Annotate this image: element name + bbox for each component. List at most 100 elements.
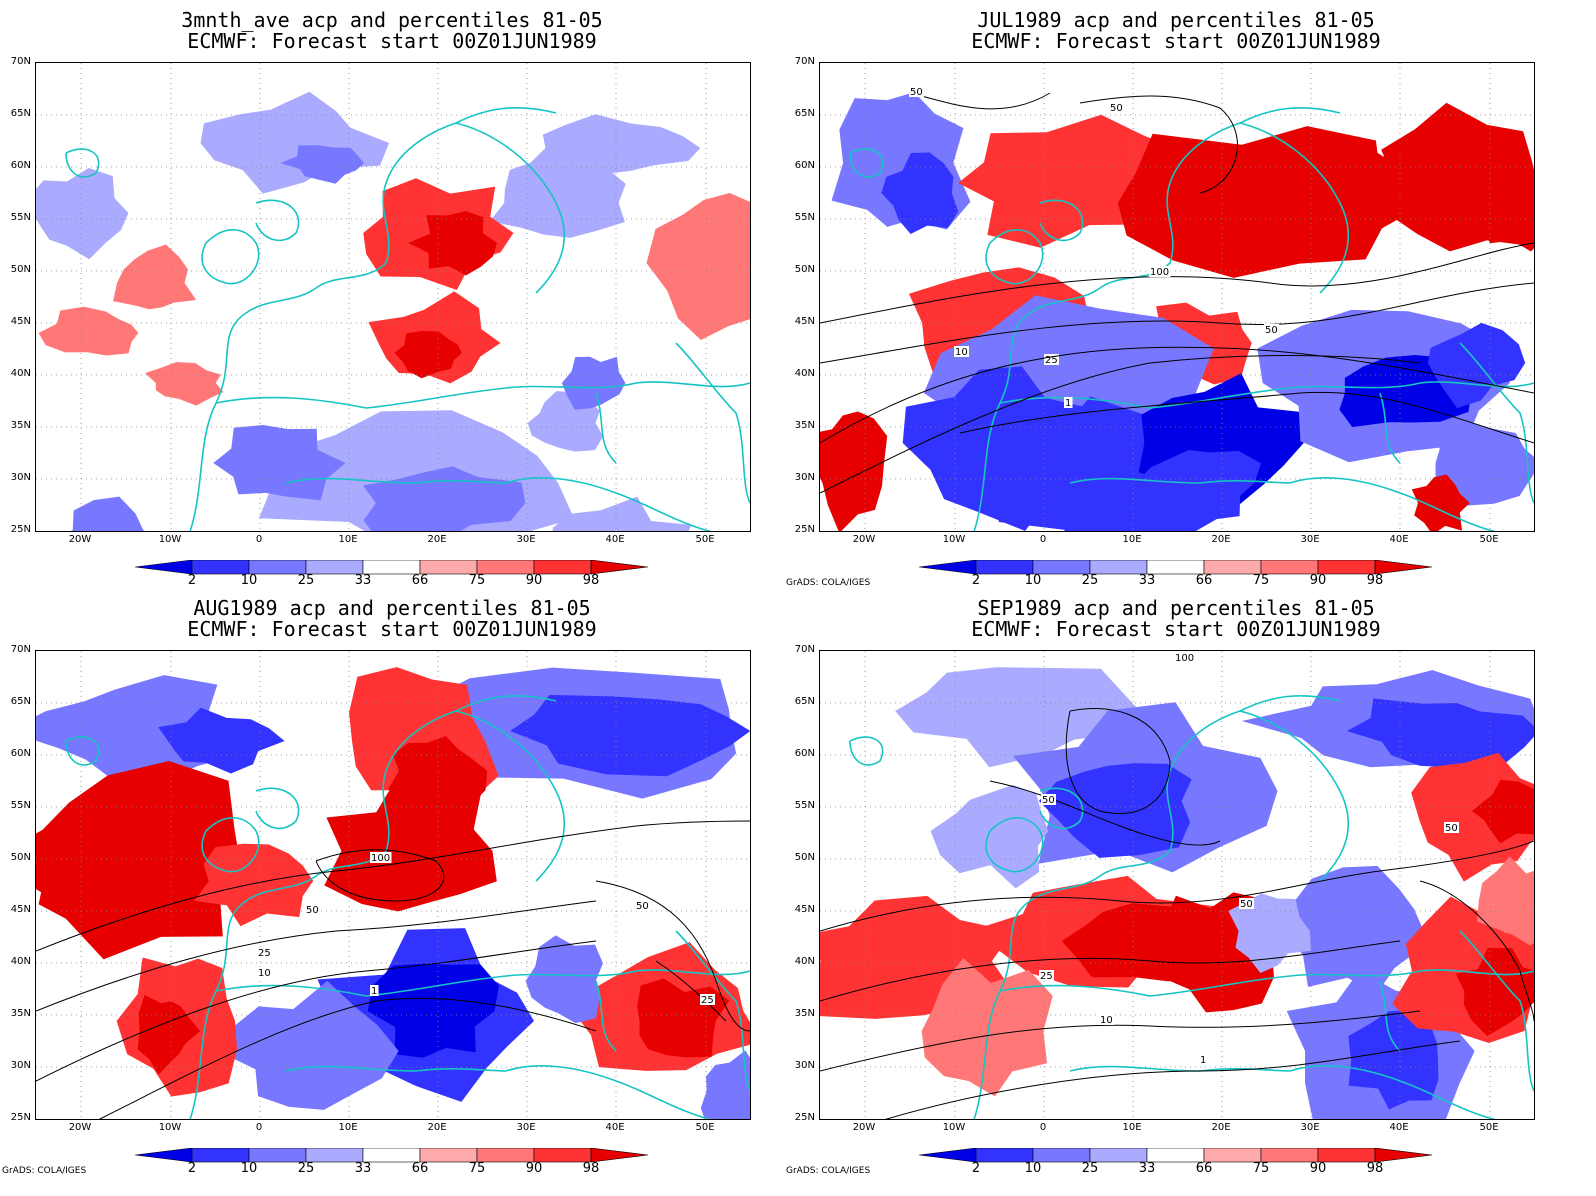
colorbar-label: 75 (468, 573, 486, 588)
lat-tick-label: 65N (794, 108, 815, 119)
panel-subtitle: ECMWF: Forecast start 00Z01JUN1989 (187, 29, 597, 53)
contour-line (820, 940, 1401, 1002)
lat-tick-label: 50N (794, 264, 815, 275)
anomaly-region (38, 306, 139, 356)
coastline (1239, 122, 1350, 294)
contour-label-bg (1239, 898, 1254, 909)
contour-label: 100 (371, 853, 390, 864)
anomaly-region (137, 995, 201, 1075)
contour-line (885, 1040, 1461, 1119)
coastline (675, 342, 750, 504)
colorbar-label: 2 (971, 1161, 981, 1176)
contour-label-bg (1264, 324, 1279, 335)
lat-tick-label: 30N (10, 1060, 31, 1071)
lat-tick-label: 35N (10, 1008, 31, 1019)
colorbar-segment (1032, 560, 1091, 575)
coastline (215, 969, 750, 997)
contour-label-bg (1199, 1054, 1208, 1065)
colorbar-label: 2 (187, 573, 197, 588)
lat-tick-label: 60N (10, 748, 31, 759)
lat-tick-label: 40N (794, 368, 815, 379)
anomaly-region (1346, 698, 1534, 769)
grads-credit: GrADS: COLA/IGES (2, 1166, 87, 1176)
colorbar-label: 98 (582, 1161, 600, 1176)
coastline (1289, 477, 1496, 531)
coastline (849, 736, 884, 766)
colorbar-label: 25 (297, 1161, 315, 1176)
anomaly-region (1477, 856, 1534, 946)
contour-label-bg (954, 346, 969, 357)
contour-label: 50 (1445, 823, 1458, 834)
contour-line (989, 780, 1221, 846)
coastline (201, 817, 260, 873)
anomaly-region (525, 935, 603, 1024)
lat-tick-label: 25N (794, 524, 815, 535)
coastline (455, 122, 566, 294)
contour-line (655, 960, 727, 1022)
anomaly-region (1038, 763, 1192, 858)
contour-label: 25 (701, 995, 714, 1006)
anomaly-region (113, 244, 197, 310)
contour-label: 50 (1265, 325, 1278, 336)
colorbar-label: 25 (297, 573, 315, 588)
colorbar-segment (975, 560, 1034, 575)
lat-tick-label: 55N (794, 800, 815, 811)
anomaly-region (1135, 450, 1261, 527)
contour-line (820, 840, 1534, 932)
colorbar-segment (1089, 560, 1148, 575)
contour-line (820, 355, 1421, 494)
anomaly-region (1159, 142, 1406, 242)
contour-label-bg (370, 852, 392, 863)
lon-tick-label: 20E (1211, 1122, 1231, 1133)
anomaly-region (213, 424, 346, 501)
colorbar-label: 2 (971, 573, 981, 588)
colorbar-segment (1317, 1148, 1376, 1163)
lon-tick-label: 30E (516, 1122, 536, 1133)
coastline (1289, 1065, 1496, 1119)
coastline (985, 817, 1044, 873)
contour-label: 10 (258, 968, 271, 979)
map-area: 50 25 10 1 100 50 50 (819, 650, 1535, 1120)
contour-label-bg (1039, 970, 1054, 981)
colorbar-segment (191, 560, 250, 575)
anomaly-region (1427, 322, 1526, 409)
contour-label-bg (909, 86, 924, 97)
coastline (675, 930, 750, 1092)
contour-line (820, 1010, 1421, 1072)
anomaly-region (158, 707, 285, 774)
lat-tick-label: 40N (794, 956, 815, 967)
contour-label-bg (635, 900, 650, 911)
map-canvas (36, 63, 750, 531)
colorbar-segment (1260, 560, 1319, 575)
coastline (65, 148, 100, 178)
contour-label-bg (257, 947, 272, 958)
contour-line (98, 997, 597, 1119)
contour-line (820, 346, 1534, 444)
contour-label-bg (257, 967, 272, 978)
map-panel-p2: JUL1989 acp and percentiles 81-05 ECMWF: … (784, 0, 1564, 588)
lon-tick-label: 10W (158, 534, 182, 545)
contour-label: 1 (371, 986, 377, 997)
colorbar-segment (305, 1148, 364, 1163)
lat-tick-label: 25N (794, 1112, 815, 1123)
map-area (35, 62, 751, 532)
contour-label: 25 (1040, 971, 1053, 982)
colorbar-segment (533, 1148, 592, 1163)
lon-tick-label: 20W (68, 534, 92, 545)
contour-line (820, 282, 1534, 364)
colorbar-segment (1032, 1148, 1091, 1163)
anomaly-region (200, 91, 390, 194)
coastline (849, 148, 884, 178)
colorbar-label: 66 (1195, 1161, 1213, 1176)
contour-label: 100 (1150, 267, 1169, 278)
lat-tick-label: 65N (794, 696, 815, 707)
lon-tick-label: 40E (605, 534, 625, 545)
lon-tick-label: 50E (1479, 1122, 1499, 1133)
grads-credit: GrADS: COLA/IGES (786, 1166, 871, 1176)
colorbar-arrow-low (919, 1148, 977, 1163)
panel-title: JUL1989 acp and percentiles 81-05 (977, 8, 1375, 32)
coastline (973, 107, 1341, 531)
map-canvas: 50 25 10 1 100 50 50 (820, 651, 1534, 1119)
contour-label: 50 (1240, 899, 1253, 910)
contour-label-bg (1044, 354, 1059, 365)
